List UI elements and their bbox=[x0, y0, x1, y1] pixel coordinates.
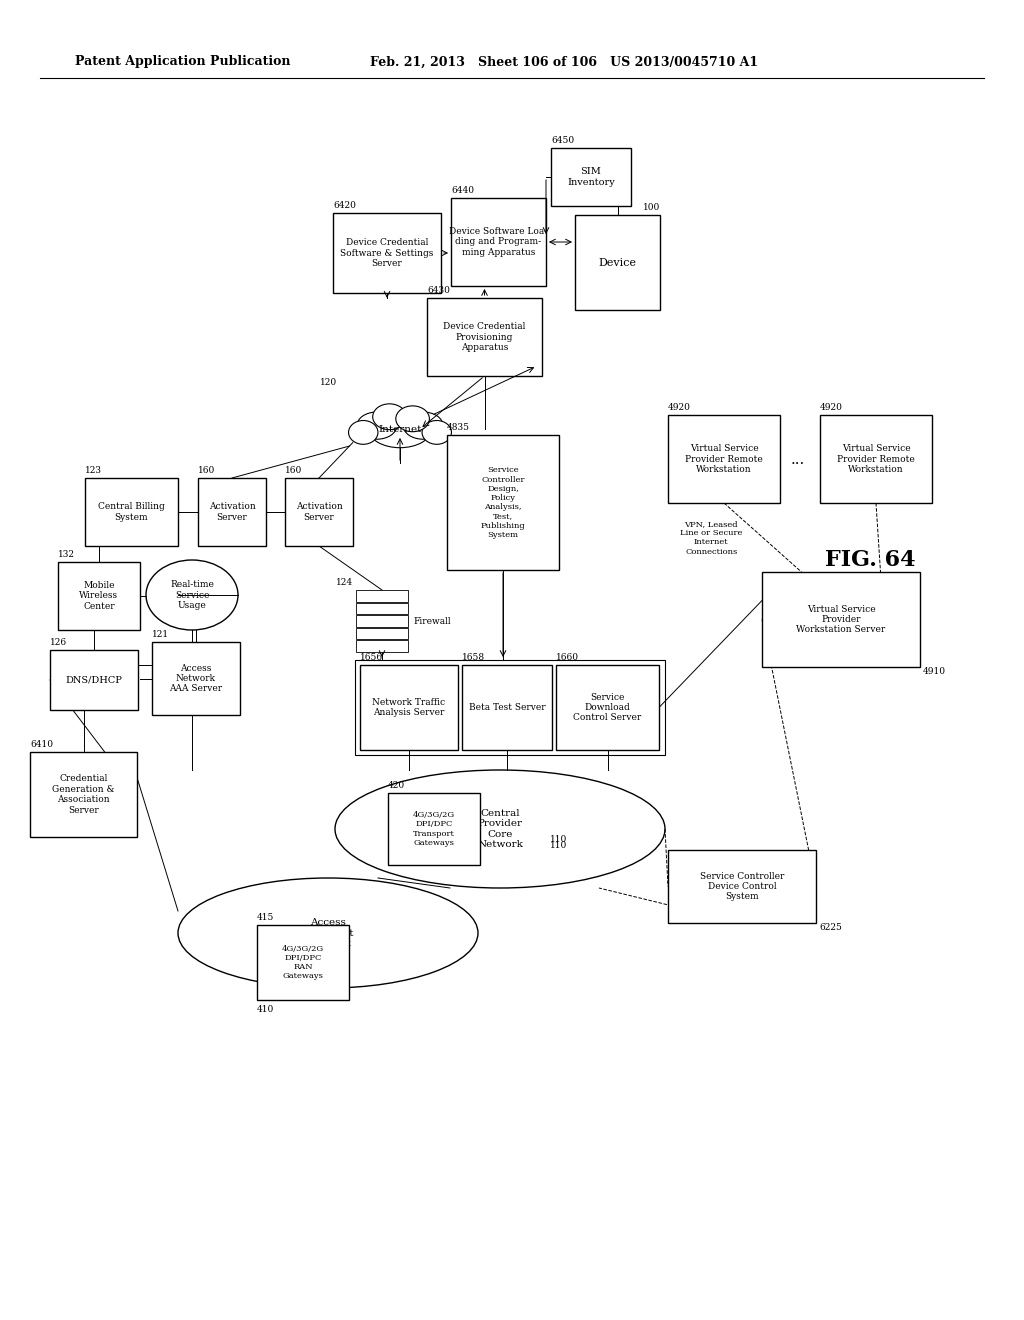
FancyBboxPatch shape bbox=[820, 414, 932, 503]
Text: 110: 110 bbox=[550, 841, 567, 850]
FancyBboxPatch shape bbox=[58, 562, 140, 630]
Text: Activation
Server: Activation Server bbox=[209, 503, 255, 521]
FancyBboxPatch shape bbox=[85, 478, 178, 546]
FancyBboxPatch shape bbox=[360, 665, 458, 750]
FancyBboxPatch shape bbox=[668, 850, 816, 923]
FancyBboxPatch shape bbox=[356, 603, 408, 614]
Text: 123: 123 bbox=[85, 466, 102, 475]
Text: 120: 120 bbox=[319, 378, 337, 387]
Text: 4G/3G/2G
DPI/DPC
RAN
Gateways: 4G/3G/2G DPI/DPC RAN Gateways bbox=[282, 945, 324, 981]
FancyBboxPatch shape bbox=[551, 148, 631, 206]
Text: Service
Download
Control Server: Service Download Control Server bbox=[573, 693, 642, 722]
FancyBboxPatch shape bbox=[556, 665, 659, 750]
Text: 6225: 6225 bbox=[819, 923, 842, 932]
Text: 1656: 1656 bbox=[360, 653, 383, 663]
FancyBboxPatch shape bbox=[668, 414, 780, 503]
Ellipse shape bbox=[369, 411, 431, 447]
Ellipse shape bbox=[403, 412, 443, 440]
Text: 126: 126 bbox=[50, 638, 68, 647]
Text: 124: 124 bbox=[336, 578, 353, 587]
FancyBboxPatch shape bbox=[356, 628, 408, 639]
Text: Credential
Generation &
Association
Server: Credential Generation & Association Serv… bbox=[52, 775, 115, 814]
FancyBboxPatch shape bbox=[257, 925, 349, 1001]
Text: 415: 415 bbox=[257, 913, 274, 921]
FancyBboxPatch shape bbox=[356, 640, 408, 652]
Text: 6430: 6430 bbox=[427, 286, 450, 294]
Text: 4920: 4920 bbox=[820, 403, 843, 412]
FancyBboxPatch shape bbox=[427, 298, 542, 376]
Text: Access
Transport
Network: Access Transport Network bbox=[302, 919, 354, 948]
Text: 160: 160 bbox=[285, 466, 302, 475]
Text: Activation
Server: Activation Server bbox=[296, 503, 342, 521]
Text: 110: 110 bbox=[550, 836, 567, 845]
FancyBboxPatch shape bbox=[447, 436, 559, 570]
FancyBboxPatch shape bbox=[388, 793, 480, 865]
Text: 4835: 4835 bbox=[447, 422, 470, 432]
Text: Virtual Service
Provider Remote
Workstation: Virtual Service Provider Remote Workstat… bbox=[685, 444, 763, 474]
Text: ...: ... bbox=[791, 453, 805, 467]
Text: 4920: 4920 bbox=[668, 403, 691, 412]
Ellipse shape bbox=[178, 878, 478, 987]
Text: Device Credential
Provisioning
Apparatus: Device Credential Provisioning Apparatus bbox=[443, 322, 525, 352]
Text: Central Billing
System: Central Billing System bbox=[98, 503, 165, 521]
Text: Service Controller
Device Control
System: Service Controller Device Control System bbox=[699, 871, 784, 902]
FancyBboxPatch shape bbox=[333, 213, 441, 293]
FancyBboxPatch shape bbox=[152, 642, 240, 715]
Text: Access
Network
AAA Server: Access Network AAA Server bbox=[169, 664, 222, 693]
Text: Network Traffic
Analysis Server: Network Traffic Analysis Server bbox=[373, 698, 445, 717]
Text: Mobile
Wireless
Center: Mobile Wireless Center bbox=[80, 581, 119, 611]
Text: 6440: 6440 bbox=[451, 186, 474, 195]
Text: 121: 121 bbox=[152, 630, 169, 639]
Ellipse shape bbox=[146, 560, 238, 630]
FancyBboxPatch shape bbox=[762, 572, 920, 667]
FancyBboxPatch shape bbox=[451, 198, 546, 286]
FancyBboxPatch shape bbox=[462, 665, 552, 750]
Text: Real-time
Service
Usage: Real-time Service Usage bbox=[170, 579, 214, 610]
Ellipse shape bbox=[396, 405, 429, 432]
FancyBboxPatch shape bbox=[50, 649, 138, 710]
Text: 410: 410 bbox=[257, 1005, 274, 1014]
Text: Internet: Internet bbox=[378, 425, 422, 433]
Text: 1658: 1658 bbox=[462, 653, 485, 663]
Ellipse shape bbox=[373, 404, 407, 430]
Text: Firewall: Firewall bbox=[413, 616, 451, 626]
Text: Feb. 21, 2013   Sheet 106 of 106   US 2013/0045710 A1: Feb. 21, 2013 Sheet 106 of 106 US 2013/0… bbox=[370, 55, 758, 69]
Text: 4910: 4910 bbox=[923, 667, 946, 676]
Text: 6450: 6450 bbox=[551, 136, 574, 145]
FancyBboxPatch shape bbox=[198, 478, 266, 546]
Ellipse shape bbox=[357, 412, 397, 440]
Text: FIG. 64: FIG. 64 bbox=[824, 549, 915, 572]
Text: Patent Application Publication: Patent Application Publication bbox=[75, 55, 291, 69]
Text: Device: Device bbox=[598, 257, 637, 268]
Text: Service
Controller
Design,
Policy
Analysis,
Test,
Publishing
System: Service Controller Design, Policy Analys… bbox=[480, 466, 525, 539]
Ellipse shape bbox=[348, 421, 378, 445]
Text: 4G/3G/2G
DPI/DPC
Transport
Gateways: 4G/3G/2G DPI/DPC Transport Gateways bbox=[413, 812, 455, 847]
Text: Virtual Service
Provider Remote
Workstation: Virtual Service Provider Remote Workstat… bbox=[838, 444, 914, 474]
FancyBboxPatch shape bbox=[356, 590, 408, 602]
Text: Virtual Service
Provider
Workstation Server: Virtual Service Provider Workstation Ser… bbox=[797, 605, 886, 635]
Text: 100: 100 bbox=[643, 203, 660, 213]
Text: SIM
Inventory: SIM Inventory bbox=[567, 168, 614, 186]
Text: 160: 160 bbox=[198, 466, 215, 475]
Text: 6420: 6420 bbox=[333, 201, 356, 210]
Text: Beta Test Server: Beta Test Server bbox=[469, 704, 546, 711]
Text: 132: 132 bbox=[58, 550, 75, 558]
FancyBboxPatch shape bbox=[575, 215, 660, 310]
FancyBboxPatch shape bbox=[285, 478, 353, 546]
Text: 420: 420 bbox=[388, 781, 406, 789]
FancyBboxPatch shape bbox=[356, 615, 408, 627]
FancyBboxPatch shape bbox=[30, 752, 137, 837]
Ellipse shape bbox=[422, 421, 452, 445]
Text: 1660: 1660 bbox=[556, 653, 579, 663]
Text: DNS/DHCP: DNS/DHCP bbox=[66, 676, 123, 685]
Ellipse shape bbox=[335, 770, 665, 888]
Text: Device Credential
Software & Settings
Server: Device Credential Software & Settings Se… bbox=[340, 238, 434, 268]
Text: VPN, Leased
Line or Secure
Internet
Connections: VPN, Leased Line or Secure Internet Conn… bbox=[680, 520, 742, 556]
Text: 6410: 6410 bbox=[30, 741, 53, 748]
Text: Device Software Loa-
ding and Program-
ming Apparatus: Device Software Loa- ding and Program- m… bbox=[450, 227, 548, 257]
Text: Central
Provider
Core
Network: Central Provider Core Network bbox=[477, 809, 523, 849]
